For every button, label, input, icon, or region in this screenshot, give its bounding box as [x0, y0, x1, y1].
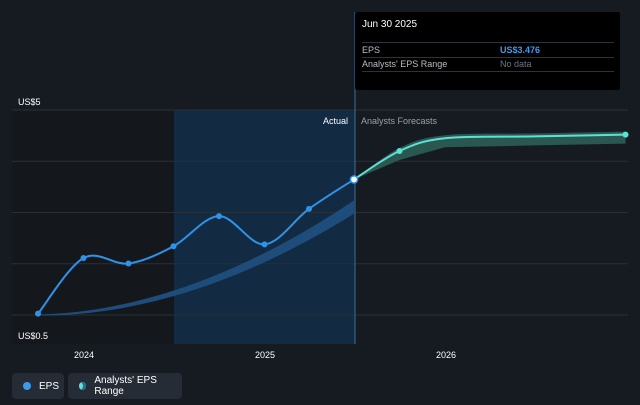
- eps-point: [216, 213, 223, 220]
- tooltip-date: Jun 30 2025: [362, 19, 418, 30]
- eps-point: [80, 255, 87, 262]
- eps-point: [349, 175, 359, 184]
- forecast-range-band: [354, 131, 626, 180]
- tooltip-range-value: No data: [500, 59, 532, 69]
- eps-point: [125, 260, 132, 267]
- eps-point: [261, 241, 268, 248]
- tooltip-range-label: Analysts' EPS Range: [362, 59, 448, 69]
- forecast-point: [396, 148, 403, 154]
- forecast-point: [622, 131, 629, 138]
- past-shade-region: [12, 110, 174, 344]
- tooltip-divider: [362, 57, 614, 58]
- legend-range-label: Analysts' EPS Range: [94, 375, 157, 397]
- y-label-bottom: US$0.5: [18, 331, 48, 341]
- tooltip: Jun 30 2025 EPS US$3.476 Analysts' EPS R…: [355, 12, 620, 90]
- tooltip-eps-value: US$3.476: [500, 45, 541, 55]
- x-tick-2025: 2025: [255, 350, 275, 360]
- legend-eps-button[interactable]: EPS: [12, 373, 64, 399]
- forecast-line: [353, 133, 626, 181]
- eps-point: [306, 205, 313, 212]
- eps-point: [170, 243, 177, 250]
- tooltip-divider: [362, 71, 614, 72]
- x-tick-2026: 2026: [436, 350, 456, 360]
- gridlines: [12, 109, 628, 316]
- eps-dot-icon: [23, 382, 31, 390]
- tooltip-divider: [362, 42, 614, 43]
- actual-label: Actual: [323, 116, 348, 126]
- legend-range-button[interactable]: Analysts' EPS Range: [68, 373, 182, 399]
- legend-eps-label: EPS: [39, 380, 60, 392]
- eps-point: [35, 310, 42, 317]
- range-dot-icon: [79, 382, 87, 390]
- y-label-top: US$5: [18, 97, 41, 107]
- x-tick-2024: 2024: [74, 350, 94, 360]
- forecast-label: Analysts Forecasts: [361, 116, 438, 126]
- tooltip-eps-label: EPS: [362, 45, 381, 55]
